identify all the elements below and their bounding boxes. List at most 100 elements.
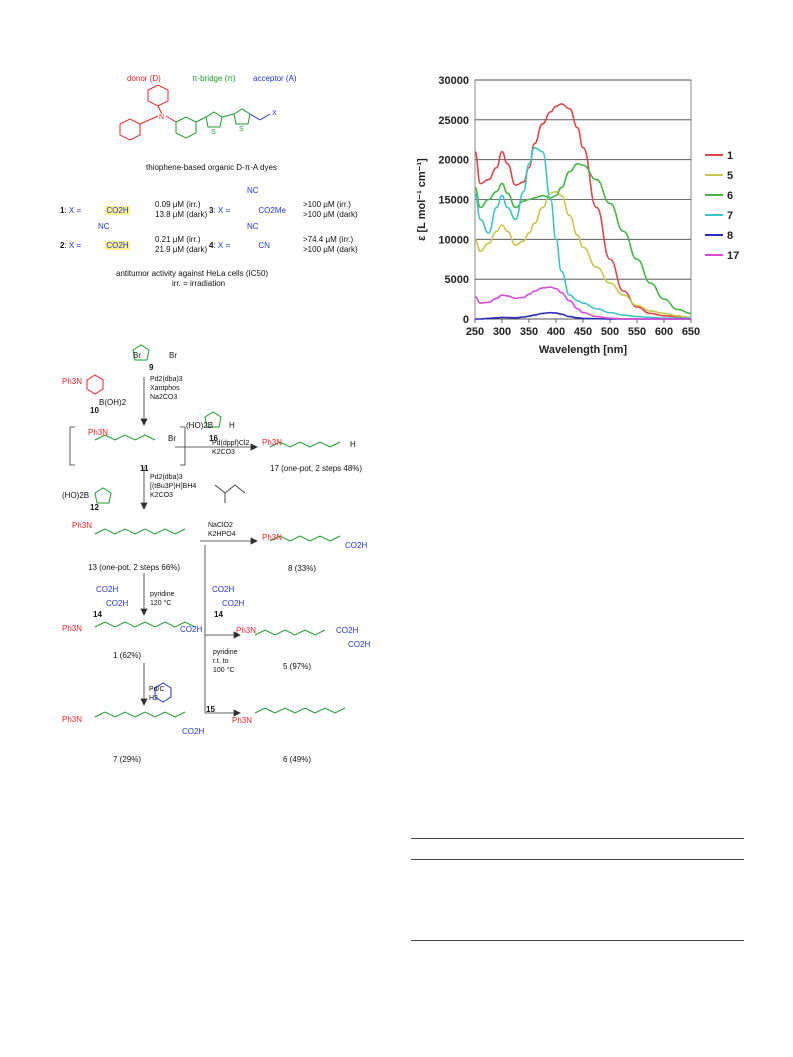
compound-label-13: 13 (one-pot, 2 steps 66%) — [88, 563, 181, 572]
chain-17 — [269, 441, 341, 448]
arrow-head — [233, 631, 241, 639]
carboxylic-acid-group: CO2H — [212, 585, 235, 594]
acceptor-label: acceptor (A) — [253, 74, 297, 83]
ph3n-group: Ph3N — [262, 438, 283, 447]
alkene-sketch — [214, 484, 246, 494]
compound-1: 1: X = CO2H — [60, 206, 130, 215]
compound-label-5: 5 (97%) — [283, 662, 312, 671]
carboxylic-acid-group: CO2H — [348, 640, 371, 649]
compound-label-10: 10 — [90, 406, 99, 415]
dyes-caption: thiophene-based organic D-π-A dyes — [146, 163, 277, 172]
table-rule-header — [411, 859, 744, 860]
bracket-left — [69, 426, 75, 466]
compound-1-values: 0.09 μM (irr.) 13.8 μM (dark) — [155, 200, 207, 220]
ph3n-group: Ph3N — [262, 533, 283, 542]
carboxylic-acid-group: CO2H — [222, 599, 245, 608]
carboxylic-acid-group: CO2H — [182, 727, 205, 736]
thiophene-ring — [233, 108, 251, 125]
ph3n-group: Ph3N — [72, 521, 93, 530]
ic50-dark: 21.9 μM (dark) — [155, 245, 208, 254]
reagents-step6: pyridine r.t. to 100 °C — [213, 649, 238, 674]
arrow-head — [140, 608, 148, 616]
x-tick-label: 650 — [682, 326, 700, 338]
legend-label-8: 8 — [727, 230, 733, 242]
x-group: X — [272, 110, 277, 117]
ic50-irr: >74.4 μM (irr.) — [303, 235, 354, 244]
arrow-head — [140, 698, 148, 706]
h-atom: H — [229, 421, 235, 430]
thiophene-ring — [132, 344, 150, 361]
irr-note: irr. = irradiation — [172, 279, 226, 288]
product-structures — [94, 434, 346, 718]
activity-caption: antitumor activity against HeLa cells (I… — [116, 269, 269, 278]
x-label: X = — [68, 206, 82, 215]
phenyl-ring — [119, 118, 141, 141]
compound-3-values: >100 μM (irr.) >100 μM (dark) — [303, 200, 358, 220]
nitrile-label: NC — [247, 186, 259, 195]
x-tick-label: 600 — [655, 326, 673, 338]
x-tick-label: 550 — [628, 326, 646, 338]
arrow-head — [140, 418, 148, 426]
y-tick-label: 20000 — [438, 155, 469, 167]
phenyl-ring — [147, 84, 169, 107]
boronic-acid-group: (HO)2B — [186, 421, 214, 430]
carboxylic-acid-group: CO2H — [336, 626, 359, 635]
legend-label-6: 6 — [727, 190, 733, 202]
compound-4-values: >74.4 μM (irr.) >100 μM (dark) — [303, 235, 358, 255]
n-atom: N — [159, 114, 164, 121]
reagents-step2: Pd(dppf)Cl2 K2CO3 — [212, 440, 250, 456]
acceptor-group: CN — [258, 241, 270, 250]
phenylene-ring — [175, 116, 197, 139]
chain-6 — [254, 707, 346, 714]
s-atom: S — [239, 126, 244, 133]
y-tick-label: 15000 — [438, 195, 469, 207]
carboxylic-acid-group: CO2H — [345, 541, 368, 550]
carboxylic-acid-group: CO2H — [96, 585, 119, 594]
ph3n-group: Ph3N — [236, 626, 257, 635]
br-group: Br — [133, 351, 141, 360]
x-tick-label: 450 — [574, 326, 592, 338]
chain-1 — [94, 621, 196, 628]
y-tick-label: 5000 — [445, 274, 469, 286]
compound-2: 2: X = CO2H — [60, 241, 130, 250]
compound-2-values: 0.21 μM (irr.) 21.9 μM (dark) — [155, 235, 207, 255]
ph3n-group: Ph3N — [62, 624, 83, 633]
compound-label-16: 16 — [209, 434, 218, 443]
ic50-irr: 0.09 μM (irr.) — [155, 200, 201, 209]
arrow-head — [250, 443, 258, 451]
nitrile-label: NC — [247, 222, 259, 231]
chain-7 — [94, 711, 186, 718]
ph3n-group: Ph3N — [232, 716, 253, 725]
compound-id: 1 — [60, 206, 65, 215]
compound-label-6: 6 (49%) — [283, 755, 312, 764]
x-tick-label: 250 — [466, 326, 484, 338]
compound-label-15: 15 — [206, 705, 215, 714]
compound-id: 4 — [209, 241, 214, 250]
ic50-irr: 0.21 μM (irr.) — [155, 235, 201, 244]
series-line-5 — [474, 190, 692, 319]
x-label: X = — [217, 206, 231, 215]
donor-label: donor (D) — [127, 74, 161, 83]
series-line-1 — [474, 103, 692, 319]
arrow-head — [233, 709, 241, 717]
ph3n-group: Ph3N — [62, 715, 83, 724]
br-group: Br — [168, 434, 176, 443]
y-tick-label: 0 — [463, 314, 469, 326]
table-rule-bottom — [411, 940, 744, 941]
bracket-right — [180, 426, 186, 466]
compound-label-17: 17 (one-pot, 2 steps 48%) — [270, 464, 363, 473]
reagents-step4: NaClO2 K2HPO4 — [208, 522, 236, 538]
boronic-acid-group: B(OH)2 — [99, 398, 127, 407]
pyridinium-ring — [154, 682, 172, 703]
x-tick-label: 300 — [493, 326, 511, 338]
s-atom: S — [211, 129, 216, 136]
series-line-6 — [474, 162, 692, 315]
chain-8 — [269, 535, 341, 542]
y-axis-label: ε [L mol⁻¹ cm⁻¹] — [416, 158, 428, 241]
compound-label-8: 8 (33%) — [288, 564, 317, 573]
chain-5 — [254, 629, 326, 636]
ic50-dark: 13.8 μM (dark) — [155, 210, 208, 219]
ic50-irr: >100 μM (irr.) — [303, 200, 351, 209]
carboxylic-acid-group: CO2H — [106, 599, 129, 608]
thiophene-ring — [94, 487, 112, 504]
